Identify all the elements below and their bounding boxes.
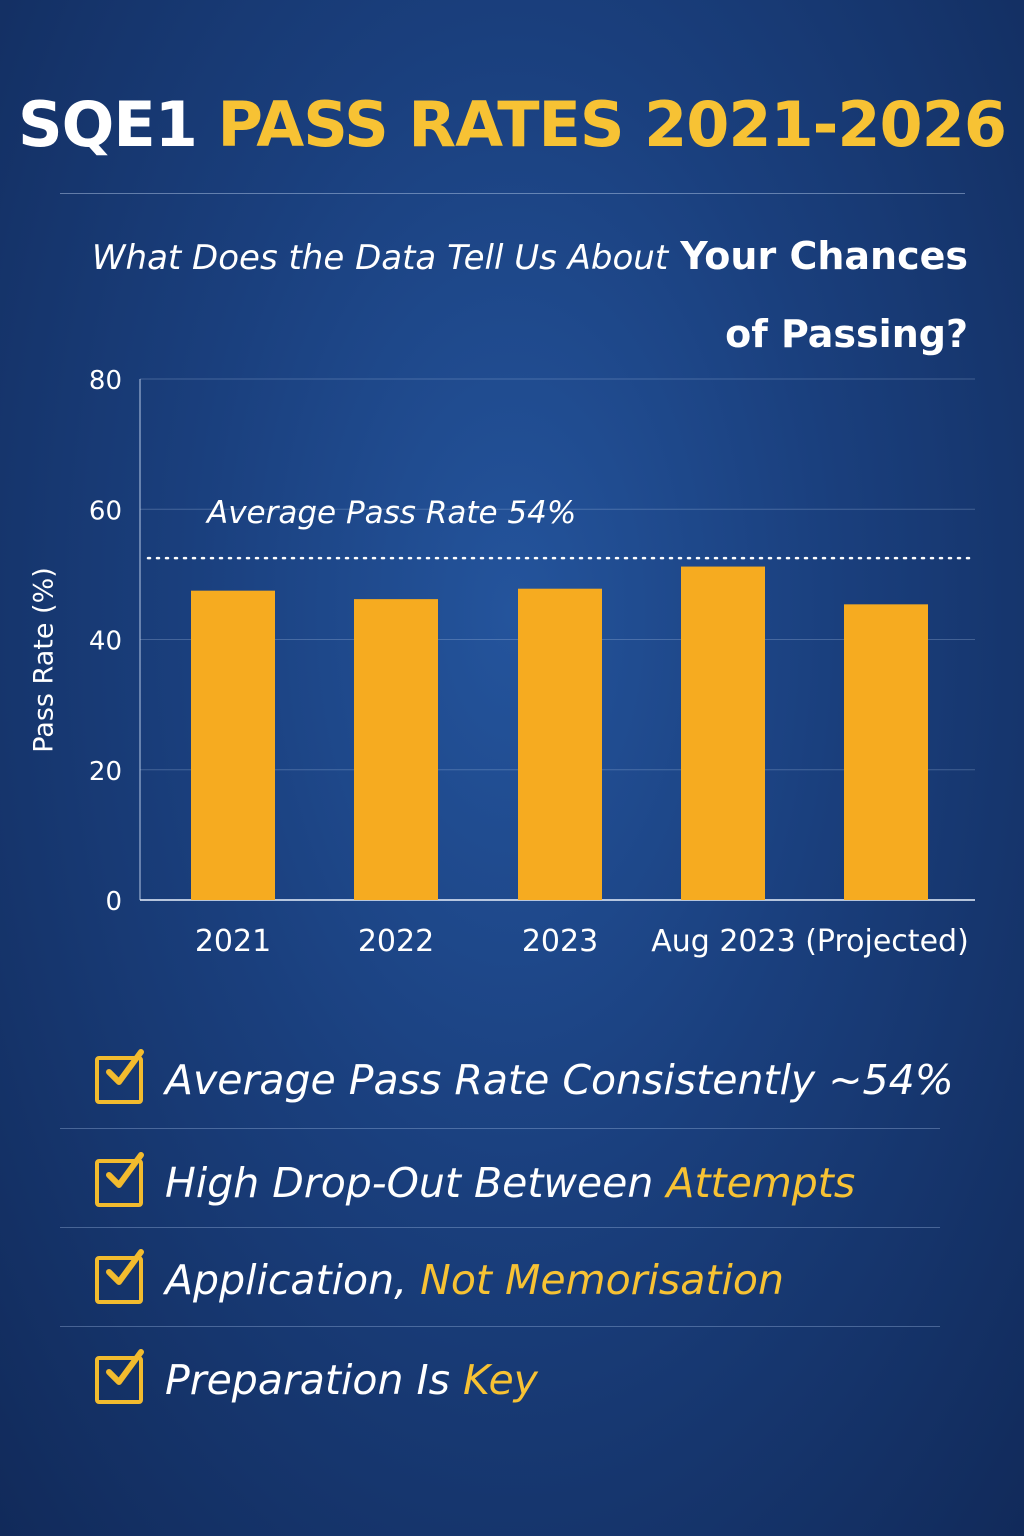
checklist-text: Preparation Is Key: [165, 1356, 538, 1404]
checklist-text: Average Pass Rate Consistently ~54%: [165, 1056, 954, 1104]
checkbox-icon: [95, 1348, 144, 1404]
checklist-item: Application, Not Memorisation: [95, 1230, 975, 1329]
checklist-text-main: Preparation Is: [165, 1355, 450, 1404]
y-tick-label: 80: [89, 366, 122, 396]
y-tick-label: 40: [89, 627, 122, 657]
checklist-text: Application, Not Memorisation: [165, 1256, 784, 1304]
title-divider: [60, 193, 965, 194]
x-tick-label: 2022: [358, 924, 434, 959]
bar: [844, 604, 928, 900]
checkbox-icon: [95, 1151, 144, 1207]
checklist-text-highlight: Attempts: [666, 1158, 856, 1207]
checklist-text: High Drop-Out Between Attempts: [165, 1159, 855, 1207]
bar: [354, 599, 438, 900]
checkbox-icon: [95, 1048, 144, 1104]
checklist-text-main: Application,: [165, 1255, 408, 1304]
bar: [681, 566, 765, 900]
bar-chart: 0 20 40 60 80 2021 2022 2023 Aug 2023 (Projected…: [89, 366, 977, 959]
checklist-text-highlight: Not Memorisation: [420, 1255, 784, 1304]
y-tick-label: 20: [89, 757, 122, 787]
checklist-item: High Drop-Out Between Attempts: [95, 1133, 975, 1232]
bar: [191, 590, 275, 900]
title-part-2: PASS RATES 2021-2026: [217, 88, 1006, 161]
checklist-divider: [60, 1227, 940, 1228]
y-tick-label: 0: [105, 887, 122, 917]
checklist-text-highlight: Key: [463, 1355, 538, 1404]
y-axis-label: Pass Rate (%): [28, 567, 60, 753]
page-title: SQE1 PASS RATES 2021-2026: [0, 88, 1024, 161]
x-tick-label: 2023: [522, 924, 598, 959]
x-tick-label: Aug 2023 (Projected): [651, 924, 969, 959]
checklist-text-main: High Drop-Out Between: [165, 1158, 654, 1207]
subtitle-part-2: Your Chances of Passing?: [680, 234, 968, 356]
checklist-text-main: Average Pass Rate Consistently ~54%: [165, 1055, 954, 1104]
x-tick-label: 2021: [195, 924, 271, 959]
y-tick-label: 60: [89, 496, 122, 526]
subtitle: What Does the Data Tell Us About Your Ch…: [58, 218, 968, 372]
checklist-divider: [60, 1326, 940, 1327]
checklist-item: Preparation Is Key: [95, 1330, 975, 1429]
reference-line-label: Average Pass Rate 54%: [205, 495, 576, 531]
subtitle-part-1: What Does the Data Tell Us About: [91, 238, 669, 278]
checklist-divider: [60, 1128, 940, 1129]
title-part-1: SQE1: [18, 88, 198, 161]
checkbox-icon: [95, 1248, 144, 1304]
bar: [518, 588, 602, 900]
checklist-item: Average Pass Rate Consistently ~54%: [95, 1030, 975, 1129]
